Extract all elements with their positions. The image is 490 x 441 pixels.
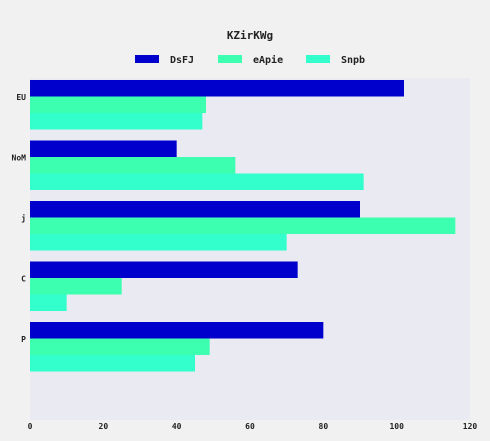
bar-eApie-P — [30, 338, 210, 355]
bar-eApie-C — [30, 278, 122, 295]
x-tick-label: 80 — [319, 422, 329, 431]
x-tick-label: 0 — [28, 422, 33, 431]
y-tick-label: j — [21, 213, 26, 223]
x-tick-label: 40 — [172, 422, 182, 431]
x-tick-label: 100 — [389, 422, 404, 431]
bar-DsFJ-NoM — [30, 140, 177, 157]
x-tick-label: 20 — [99, 422, 109, 431]
bar-eApie-NoM — [30, 157, 236, 174]
legend-label: eApie — [253, 54, 283, 66]
legend-swatch — [135, 55, 159, 63]
y-tick-label: P — [21, 335, 26, 344]
legend-label: DsFJ — [170, 55, 194, 66]
legend-swatch — [218, 55, 242, 63]
bar-eApie-j — [30, 217, 456, 234]
bar-DsFJ-j — [30, 201, 360, 218]
bar-Snpb-EU — [30, 113, 203, 130]
legend: DsFJ eApie Snpb — [135, 54, 365, 66]
x-tick-label: 120 — [463, 422, 478, 431]
y-axis-ticks: EU NoM j C P — [12, 93, 27, 344]
legend-swatch — [306, 55, 330, 63]
bar-DsFJ-P — [30, 322, 324, 339]
bar-Snpb-P — [30, 355, 195, 372]
bars — [30, 80, 456, 372]
bar-DsFJ-EU — [30, 80, 404, 97]
y-tick-label: C — [21, 274, 26, 283]
bar-DsFJ-C — [30, 261, 298, 278]
y-tick-label: NoM — [12, 153, 27, 162]
bar-Snpb-C — [30, 294, 67, 311]
x-axis-ticks: 0 20 40 60 80 100 120 — [28, 422, 478, 431]
bar-Snpb-NoM — [30, 173, 364, 190]
x-tick-label: 60 — [245, 422, 255, 431]
bar-eApie-EU — [30, 96, 206, 113]
y-tick-label: EU — [16, 93, 26, 102]
legend-label: Snpb — [341, 55, 365, 66]
bar-Snpb-j — [30, 234, 287, 251]
chart-title: KZirKWg — [227, 29, 273, 42]
